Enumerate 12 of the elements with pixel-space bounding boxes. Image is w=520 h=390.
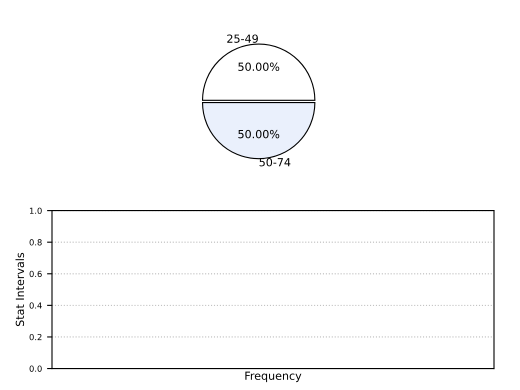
data-label: 50.00%	[238, 130, 280, 138]
data-label: 50.00%	[238, 62, 280, 71]
x-axis-title: Frequency	[245, 372, 302, 382]
y-axis-title: Stat Intervals	[15, 252, 24, 326]
y-tick-label: 0.4	[30, 302, 42, 309]
y-tick-label: 0.0	[30, 366, 42, 372]
slice-label: 25-49	[227, 34, 258, 43]
y-tick-label: 1.0	[30, 208, 42, 214]
y-tick-label: 0.2	[30, 334, 42, 340]
slice-label: 50-74	[260, 158, 290, 166]
y-tick-label: 0.6	[30, 270, 42, 278]
y-tick-label: 0.8	[30, 239, 42, 246]
